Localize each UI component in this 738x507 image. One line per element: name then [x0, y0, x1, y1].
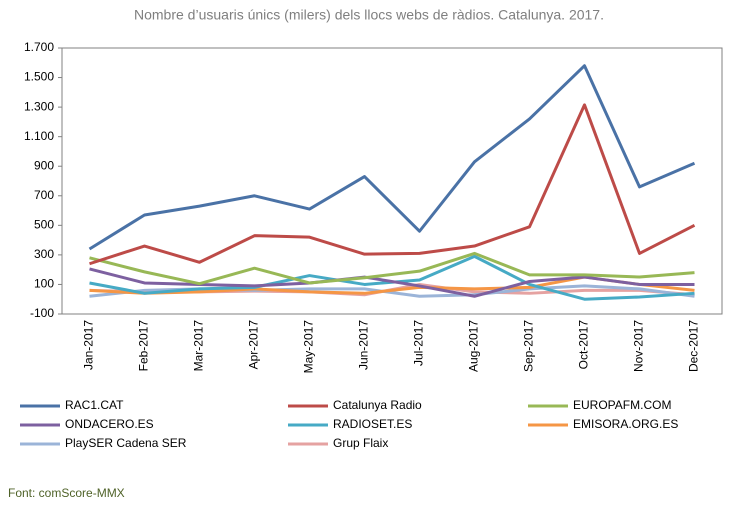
legend-label: ONDACERO.ES — [65, 417, 154, 431]
x-tick-label: Jul-2017 — [412, 320, 426, 366]
x-tick-label: Oct-2017 — [577, 320, 591, 370]
series-line — [89, 103, 696, 266]
x-tick-label: Jun-2017 — [357, 320, 371, 370]
series-line — [89, 251, 695, 286]
x-tick-label: Mar-2017 — [192, 320, 206, 372]
y-tick-label: 1.100 — [24, 129, 54, 143]
x-tick-label: Dec-2017 — [687, 320, 701, 372]
x-tick-label: Nov-2017 — [632, 320, 646, 372]
legend-label: PlaySER Cadena SER — [65, 436, 187, 450]
x-tick-label: Jan-2017 — [82, 320, 96, 370]
legend-label: Grup Flaix — [333, 436, 388, 450]
x-tick-label: Aug-2017 — [467, 320, 481, 372]
y-tick-label: 1.700 — [24, 40, 54, 54]
y-tick-label: 700 — [34, 188, 54, 202]
legend-label: Catalunya Radio — [333, 398, 422, 412]
x-tick-label: May-2017 — [302, 320, 316, 374]
legend-label: RADIOSET.ES — [333, 417, 412, 431]
x-tick-label: Sep-2017 — [522, 320, 536, 372]
y-tick-label: 300 — [34, 247, 54, 261]
y-tick-label: 100 — [34, 277, 54, 291]
x-tick-label: Feb-2017 — [137, 320, 151, 372]
source: Font: comScore-MMX — [8, 486, 125, 500]
legend-label: RAC1.CAT — [65, 398, 124, 412]
plot-area — [61, 47, 723, 315]
series-line — [88, 64, 696, 251]
y-tick-label: 1.500 — [24, 70, 54, 84]
series-line — [89, 267, 695, 298]
legend-label: EUROPAFM.COM — [573, 398, 671, 412]
x-tick-label: Apr-2017 — [247, 320, 261, 370]
y-tick-label: 500 — [34, 218, 54, 232]
y-tick-label: -100 — [30, 306, 54, 320]
y-tick-label: 900 — [34, 158, 54, 172]
y-tick-label: 1.300 — [24, 99, 54, 113]
legend-label: EMISORA.ORG.ES — [573, 417, 678, 431]
chart-title: Nombre d’usuaris únics (milers) dels llo… — [134, 7, 604, 23]
